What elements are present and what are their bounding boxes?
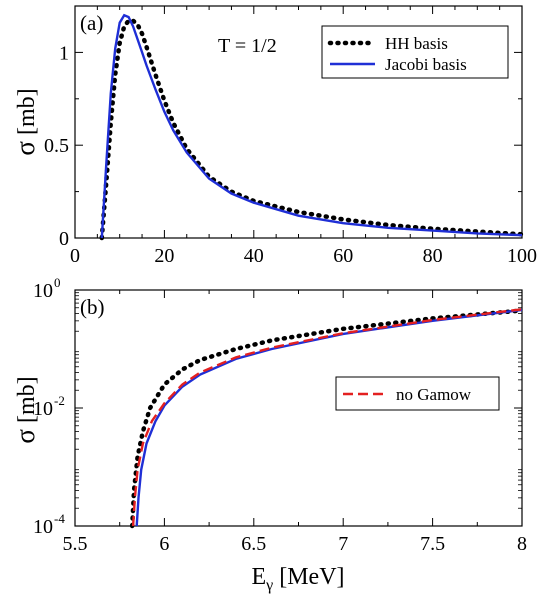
panel-a-series [99,13,525,241]
panel-b-ytick-exponent: -2 [54,393,65,408]
panel-a-xtick-label: 0 [70,245,80,267]
panel-a-ylabel-unit: [mb] [14,88,40,135]
panel-a-xtick-label: 60 [333,245,353,267]
panel-a-ytick-label: 0 [59,228,69,250]
panel-b-series [129,308,525,529]
panel-b-xtick-label: 8 [517,533,527,555]
panel-a-label: (a) [80,11,103,35]
panel-a-ytick-label: 0.5 [44,135,69,157]
panel-a: 0 20 40 60 80 100 0 0.5 1 (a) T = 1/2 HH basis J… [10,5,537,267]
panel-b-xlabel-symbol: E [251,564,266,590]
panel-b-xtick-label: 7.5 [420,533,445,555]
panel-a-xtick-label: 80 [423,245,443,267]
panel-b-series-nogamow-line [131,308,523,527]
legend-jacobi-label: Jacobi basis [385,55,467,74]
panel-b-xtick-label: 6 [159,533,169,555]
panel-b-legend: no Gamow [335,376,500,411]
panel-b-label: (b) [80,295,105,319]
panel-b-xlabel-unit: [MeV] [279,564,344,590]
panel-a-series-jacobi-line [100,13,523,239]
panel-b-ylabel: σ [mb] [10,376,40,443]
panel-b-xtick-label: 7 [338,533,348,555]
panel-a-ylabel: σ [mb] [10,88,40,155]
panel-a-series-hh-line [99,18,525,241]
panel-b-series-jacobi-line [135,308,523,527]
panel-b-ytick-label: 10 [33,280,53,302]
panel-a-xtick-label: 100 [507,245,537,267]
panel-b-xlabel: Eγ [MeV] [251,564,344,594]
panel-b-xtick-label: 6.5 [241,533,266,555]
legend-hh-label: HH basis [385,34,448,53]
panel-a-xtick-label: 20 [154,245,174,267]
legend-nogamow-label: no Gamow [396,385,472,404]
svg-text:σ [mb]: σ [mb] [10,376,40,443]
panel-a-ylabel-symbol: σ [10,141,40,156]
panel-b-xtick-label: 5.5 [63,533,88,555]
panel-a-ticks: 0 20 40 60 80 100 0 0.5 1 [44,6,537,267]
panel-a-annotation: T = 1/2 [218,35,277,57]
panel-a-legend-box [321,25,509,79]
panel-a-legend: HH basis Jacobi basis [321,25,509,79]
panel-a-xtick-label: 40 [244,245,264,267]
panel-b-ytick-exponent: -4 [54,511,65,526]
panel-b-ytick-label: 10 [33,398,53,420]
panel-b-ytick-exponent: 0 [54,275,61,290]
panel-a-ytick-label: 1 [59,42,69,64]
panel-b-ytick-label: 10 [33,516,53,538]
svg-text:σ [mb]: σ [mb] [10,88,40,155]
panel-b-ylabel-symbol: σ [10,429,40,444]
panel-b-series-hh-line [129,308,525,529]
panel-b-ylabel-unit: [mb] [14,376,40,423]
panel-b-xlabel-subscript: γ [265,577,273,594]
